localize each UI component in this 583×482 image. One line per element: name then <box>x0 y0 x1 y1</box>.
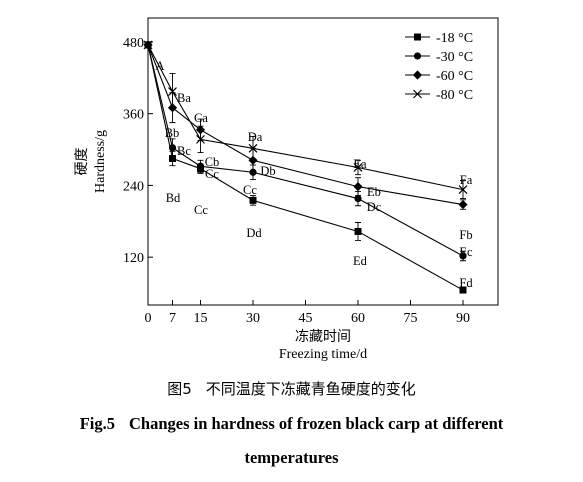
x-tick-label: 45 <box>299 311 313 326</box>
significance-label: Ba <box>177 91 191 105</box>
series-1 <box>144 41 467 294</box>
data-point <box>354 227 362 235</box>
significance-label: Ea <box>353 157 367 171</box>
data-point <box>143 40 153 50</box>
plot-frame <box>147 17 499 306</box>
significance-label: Fd <box>459 276 473 290</box>
significance-label: Eb <box>367 185 381 199</box>
data-point <box>354 194 362 203</box>
legend-marker <box>414 33 421 41</box>
x-tick-label: 15 <box>194 311 208 326</box>
caption-en-text-line2: temperatures <box>244 448 339 467</box>
series-3 <box>143 40 468 210</box>
y-tick-label: 360 <box>123 108 144 123</box>
significance-label: Ec <box>459 245 473 259</box>
x-tick-label: 60 <box>351 311 365 326</box>
legend-marker <box>413 89 422 99</box>
series-line <box>147 44 464 257</box>
data-point <box>248 143 258 153</box>
x-tick-label: 75 <box>404 311 418 326</box>
significance-label: Fb <box>459 228 472 242</box>
significance-label: Cc <box>194 203 208 217</box>
hardness-line-chart: 0 7 15 30 45 60 75 90 120 240 360 480 冻藏时间 Freezing t… <box>74 17 499 362</box>
legend-entry: -30 °C <box>436 50 473 65</box>
legend-marker <box>412 70 423 80</box>
significance-label: Bc <box>177 144 191 158</box>
x-tick-label: 30 <box>246 311 260 326</box>
series-4 <box>143 40 468 200</box>
significance-label: A <box>155 59 164 73</box>
y-tick-label: 480 <box>123 36 144 51</box>
data-point <box>458 185 468 195</box>
significance-label: Da <box>248 130 263 144</box>
legend-entry: -60 °C <box>436 69 473 84</box>
data-point <box>249 196 257 204</box>
series-line <box>147 44 464 291</box>
series-line <box>147 44 464 191</box>
data-point <box>169 155 176 163</box>
significance-label: Ed <box>353 254 368 268</box>
x-tick-label: 7 <box>169 311 176 326</box>
significance-label: Dd <box>246 226 262 240</box>
x-axis-title: Freezing time/d <box>279 347 367 362</box>
series-line <box>147 44 464 206</box>
legend-marker <box>413 52 422 60</box>
data-point <box>459 252 467 260</box>
significance-label: Cb <box>205 155 220 169</box>
x-tick-label: 0 <box>145 311 152 326</box>
caption-english-line2: temperatures <box>0 448 583 468</box>
significance-label: Dc <box>367 200 382 214</box>
caption-cn-text: 不同温度下冻藏青鱼硬度的变化 <box>205 380 416 398</box>
data-point <box>458 199 468 210</box>
caption-cn-label: 图5 <box>167 380 192 398</box>
data-point <box>168 144 177 152</box>
legend-entry: -18 °C <box>436 31 473 46</box>
caption-en-label: Fig.5 <box>79 414 115 433</box>
caption-en-text-line1: Changes in hardness of frozen black carp… <box>128 414 504 433</box>
y-tick-label: 240 <box>123 179 144 194</box>
data-point <box>168 87 177 96</box>
significance-label: Bd <box>166 191 181 205</box>
significance-label: Cc <box>243 183 257 197</box>
y-axis-title-cn: 硬度 <box>74 148 90 176</box>
data-point <box>459 286 467 294</box>
data-point <box>353 182 363 192</box>
significance-label: Db <box>260 164 275 178</box>
x-tick-label: 90 <box>456 311 470 326</box>
x-axis-title-cn: 冻藏时间 <box>295 328 351 345</box>
significance-label: Ca <box>194 111 208 125</box>
significance-label: Fa <box>460 173 473 187</box>
legend-entry: -80 °C <box>436 88 473 103</box>
y-axis-title: Hardness/g <box>93 130 108 193</box>
significance-label: Bb <box>165 126 180 140</box>
data-point <box>196 162 205 170</box>
legend: -18 °C -30 °C -60 °C -80 °C <box>405 31 473 103</box>
caption-english: Fig.5 Changes in hardness of frozen black… <box>0 414 583 434</box>
significance-label: Cc <box>205 167 219 181</box>
y-tick-label: 120 <box>123 251 144 266</box>
data-point <box>353 163 363 172</box>
caption-chinese: 图5 不同温度下冻藏青鱼硬度的变化 <box>0 378 583 399</box>
data-point <box>196 134 205 144</box>
